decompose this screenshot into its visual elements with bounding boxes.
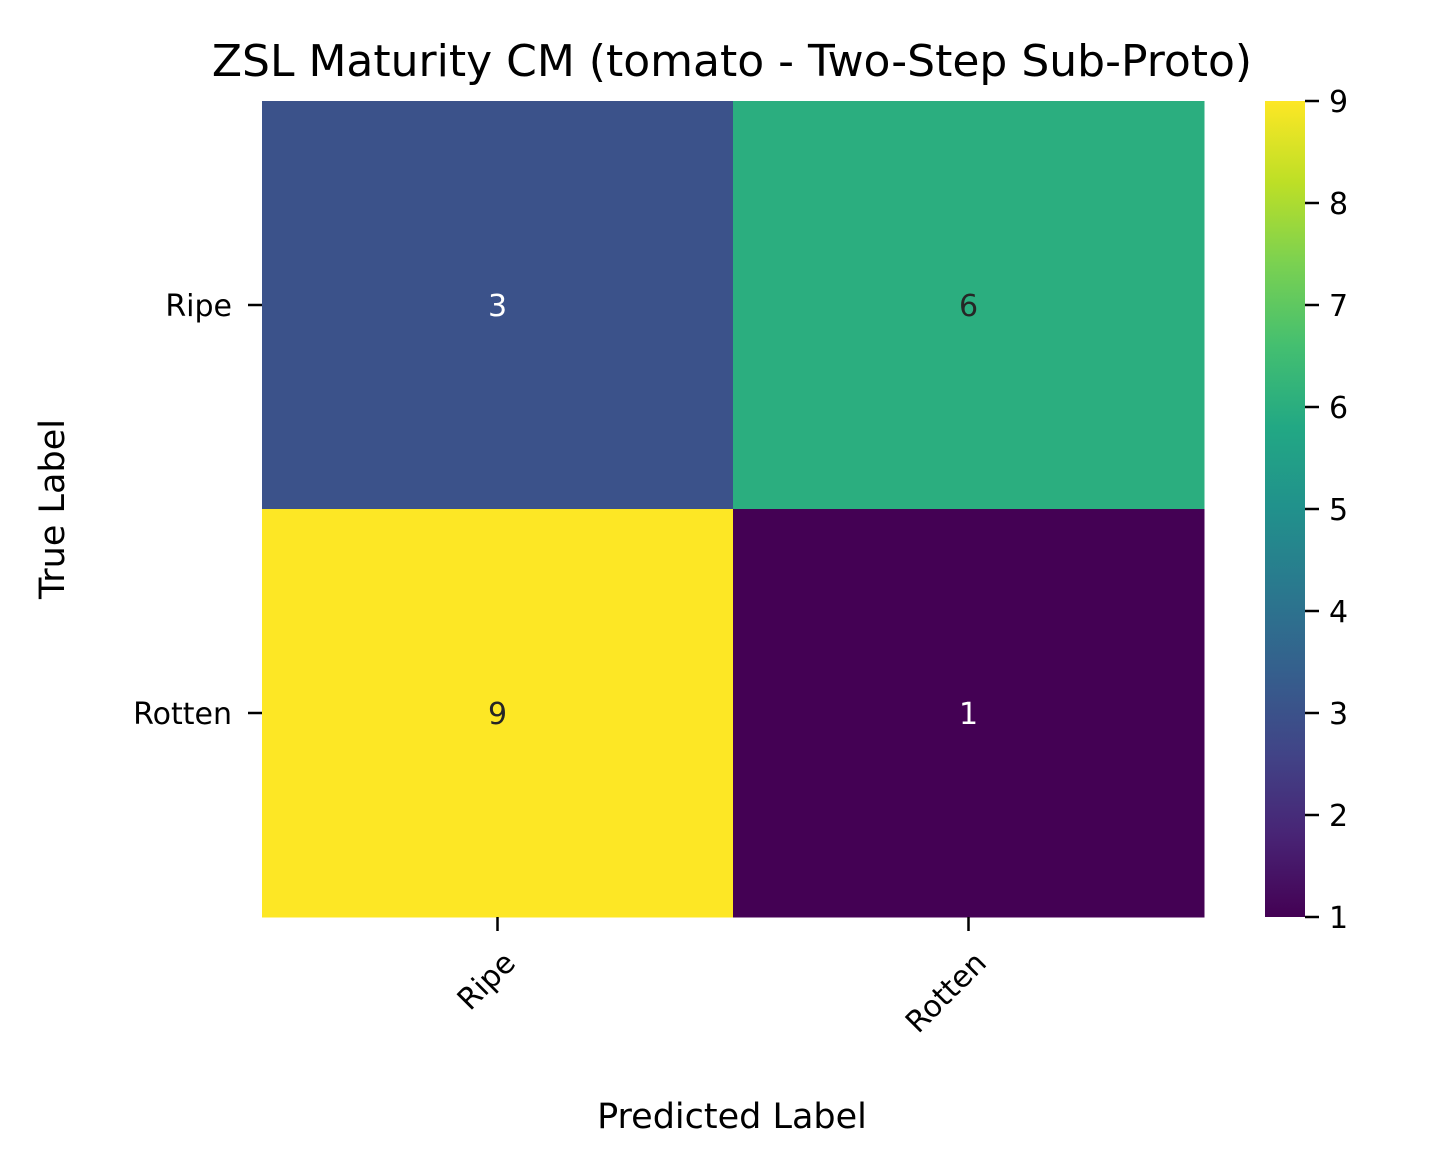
cell-value-label: 3 [488, 289, 507, 324]
x-tick-label: Ripe [451, 945, 523, 1017]
colorbar-gradient [1265, 101, 1305, 917]
colorbar-tick-label: 2 [1329, 799, 1348, 834]
cell-value-label: 9 [488, 697, 507, 732]
heatmap-cells: 3 6 9 1 [262, 101, 1205, 918]
heatmap-cell [733, 101, 1205, 510]
y-tick-label: Rotten [133, 697, 232, 732]
colorbar-tick-label: 5 [1329, 493, 1348, 528]
x-axis-ticks: Ripe Rotten [451, 917, 994, 1040]
chart-title: ZSL Maturity CM (tomato - Two-Step Sub-P… [212, 36, 1252, 87]
heatmap-cell [262, 509, 734, 918]
x-axis-title: Predicted Label [597, 1097, 867, 1137]
colorbar-tick-label: 7 [1329, 289, 1348, 324]
colorbar-tick-label: 1 [1329, 901, 1348, 936]
y-axis-title: True Label [33, 419, 73, 600]
colorbar-tick-label: 9 [1329, 85, 1348, 120]
colorbar-ticks: 1 2 3 4 5 6 7 8 9 [1305, 85, 1348, 936]
colorbar-tick-label: 8 [1329, 187, 1348, 222]
colorbar: 1 2 3 4 5 6 7 8 9 [1265, 85, 1348, 936]
heatmap-cell [733, 509, 1205, 918]
y-axis-ticks: Ripe Rotten [133, 289, 262, 732]
colorbar-tick-label: 6 [1329, 391, 1348, 426]
colorbar-tick-label: 3 [1329, 697, 1348, 732]
cell-value-label: 1 [959, 697, 978, 732]
heatmap-cell [262, 101, 734, 510]
x-tick-label: Rotten [899, 945, 994, 1040]
cell-value-label: 6 [959, 289, 978, 324]
colorbar-tick-label: 4 [1329, 595, 1348, 630]
y-tick-label: Ripe [165, 289, 232, 324]
